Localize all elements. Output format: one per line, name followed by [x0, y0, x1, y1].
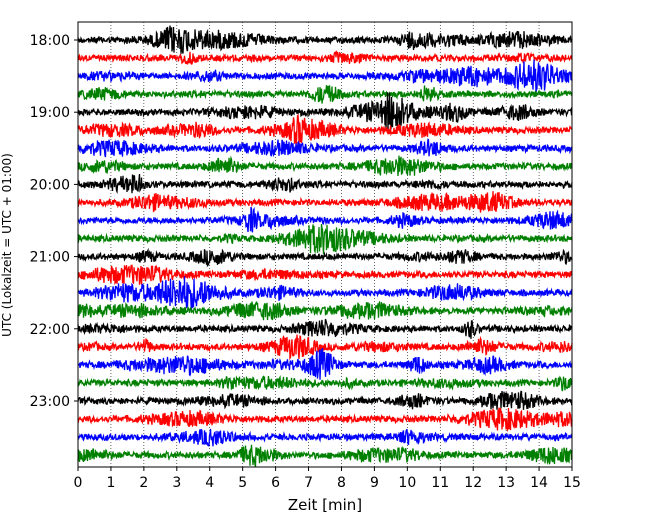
trace-2130: [77, 276, 573, 310]
y-tick-label: 19:00: [30, 105, 70, 121]
trace-2015: [77, 191, 573, 213]
trace-1830: [77, 59, 573, 94]
x-tick-label: 10: [398, 475, 416, 491]
x-tick-label: 12: [464, 475, 482, 491]
x-tick-label: 8: [337, 475, 346, 491]
x-tick-label: 4: [205, 475, 214, 491]
x-tick-label: 1: [106, 475, 115, 491]
trace-2045: [77, 223, 573, 255]
trace-1815: [77, 50, 573, 65]
y-tick-label: 21:00: [30, 250, 70, 266]
trace-2200: [77, 318, 573, 339]
trace-2100: [77, 247, 573, 268]
trace-2145: [77, 301, 573, 321]
seismic-traces: [77, 25, 573, 467]
y-tick-label: 22:00: [30, 322, 70, 338]
y-tick-label: 18:00: [30, 33, 70, 49]
trace-1900: [77, 92, 573, 132]
x-tick-label: 11: [431, 475, 449, 491]
trace-2115: [77, 264, 573, 286]
trace-1845: [77, 85, 573, 104]
x-axis-ticks: 0 1 2 3 4 5 6 7 8 9 10 11 12 13 14 15: [74, 467, 581, 491]
x-tick-label: 0: [74, 475, 83, 491]
trace-2215: [77, 334, 573, 361]
trace-1930: [77, 138, 573, 158]
x-tick-label: 13: [497, 475, 515, 491]
y-tick-label: 23:00: [30, 394, 70, 410]
trace-2230: [77, 347, 573, 380]
x-tick-label: 14: [530, 475, 548, 491]
y-axis-label: UTC (Lokalzeit = UTC + 01:00): [0, 153, 14, 337]
y-axis-ticks: 18:00 19:00 20:00 21:00 22:00 23:00: [30, 33, 78, 410]
trace-1945: [77, 155, 573, 176]
x-tick-label: 3: [172, 475, 181, 491]
x-tick-label: 2: [139, 475, 148, 491]
trace-2300: [77, 390, 573, 410]
y-tick-label: 20:00: [30, 177, 70, 193]
x-tick-label: 5: [238, 475, 247, 491]
trace-2030: [77, 206, 573, 233]
x-tick-label: 15: [563, 475, 581, 491]
trace-2330: [77, 428, 573, 447]
trace-2000: [77, 174, 573, 195]
x-tick-label: 7: [304, 475, 313, 491]
trace-1915: [77, 113, 573, 146]
trace-2345: [77, 444, 573, 467]
plot-frame: [77, 21, 573, 468]
x-tick-label: 6: [271, 475, 280, 491]
trace-1800: [77, 25, 573, 54]
trace-2315: [77, 407, 573, 433]
x-tick-label: 9: [370, 475, 379, 491]
trace-2245: [77, 375, 573, 392]
x-axis-label: Zeit [min]: [288, 496, 362, 514]
